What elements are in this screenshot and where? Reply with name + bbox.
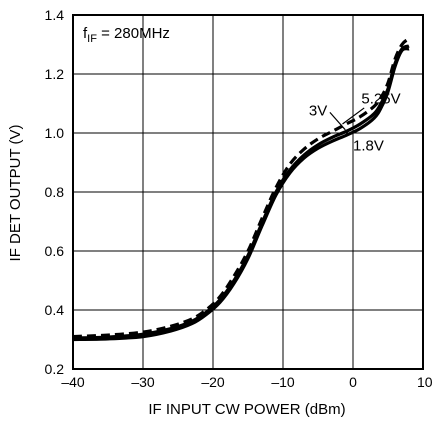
- series-layer: [72, 37, 411, 342]
- series-label: 5.25V: [361, 91, 400, 108]
- condition-label: fIF = 280MHz: [83, 25, 170, 45]
- y-tick-label: 0.6: [45, 243, 65, 259]
- y-tick-label: 0.2: [45, 361, 65, 377]
- condition-subscript: IF: [87, 33, 97, 45]
- x-tick-label: –30: [131, 374, 155, 390]
- y-tick-label: 1.2: [45, 66, 65, 82]
- x-tick-label: 0: [349, 374, 357, 390]
- condition-suffix: = 280MHz: [97, 25, 170, 42]
- series-label: 3V: [309, 102, 327, 119]
- x-tick-label: –40: [61, 374, 85, 390]
- y-tick-label: 0.4: [45, 302, 65, 318]
- x-tick-label: 10: [417, 374, 433, 390]
- y-tick-label: 0.8: [45, 184, 65, 200]
- series-line-3v: [72, 44, 410, 340]
- x-tick-label: –20: [201, 374, 225, 390]
- annotation-layer: 3V 5.25V 1.8V: [309, 91, 401, 155]
- x-axis-title: IF INPUT CW POWER (dBm): [148, 401, 345, 418]
- series-line-5p25v: [72, 37, 411, 339]
- tick-labels: –40 –30 –20 –10 0 10 0.2 0.4 0.6 0.8 1.0 1.2 1.4: [45, 7, 433, 390]
- x-tick-label: –10: [271, 374, 295, 390]
- series-label: 1.8V: [353, 138, 384, 155]
- condition-prefix: f: [83, 25, 88, 42]
- y-tick-label: 1.4: [45, 7, 65, 23]
- series-line-1p8v: [72, 47, 410, 342]
- grid: [73, 15, 423, 369]
- plot-frame: [72, 14, 424, 370]
- y-axis-title: IF DET OUTPUT (V): [7, 125, 24, 262]
- y-tick-label: 1.0: [45, 125, 65, 141]
- leader-line-5p25v: [342, 107, 365, 125]
- leader-line-3v: [329, 111, 346, 131]
